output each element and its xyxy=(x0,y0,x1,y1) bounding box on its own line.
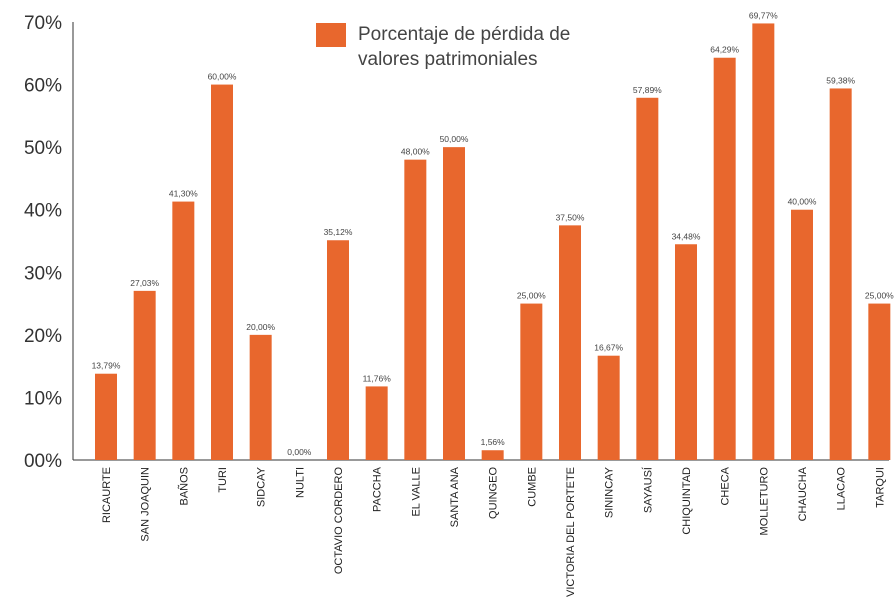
x-tick-label: RICAURTE xyxy=(101,467,113,523)
data-label: 20,00% xyxy=(246,322,275,332)
bar xyxy=(327,240,349,460)
x-tick-label: TARQUI xyxy=(874,467,886,508)
data-label: 69,77% xyxy=(749,10,778,20)
x-tick-label: OCTAVIO CORDERO xyxy=(333,467,345,575)
y-tick-label: 00% xyxy=(24,451,62,472)
bar xyxy=(404,159,427,460)
y-tick-label: 50% xyxy=(24,138,62,159)
data-label: 16,67% xyxy=(594,343,623,353)
bar xyxy=(752,23,775,460)
y-tick-label: 10% xyxy=(24,388,62,409)
legend-label-line-1: Porcentaje de pérdida de xyxy=(358,24,570,45)
y-tick-label: 40% xyxy=(24,201,62,222)
bar xyxy=(172,201,195,460)
bar xyxy=(95,373,117,460)
data-label: 57,89% xyxy=(633,85,662,95)
bar xyxy=(365,386,388,460)
x-tick-label: CHECA xyxy=(720,466,732,505)
bar xyxy=(829,88,852,460)
legend: Porcentaje de pérdida de valores patrimo… xyxy=(316,23,570,70)
data-label: 50,00% xyxy=(440,134,469,144)
data-label: 1,56% xyxy=(481,437,506,447)
bar xyxy=(133,290,156,460)
data-label: 48,00% xyxy=(401,147,430,157)
x-tick-label: VICTORIA DEL PORTETE xyxy=(565,467,577,597)
bar xyxy=(211,84,233,461)
x-tick-label: EL VALLE xyxy=(410,467,422,517)
data-label: 40,00% xyxy=(788,197,817,207)
x-tick-label: SIDCAY xyxy=(256,466,268,507)
data-label: 41,30% xyxy=(169,189,198,199)
x-tick-label: TURI xyxy=(217,467,229,493)
x-tick-label: BAÑOS xyxy=(177,467,190,506)
legend-label-line-2: valores patrimoniales xyxy=(358,49,538,70)
data-label: 59,38% xyxy=(826,75,855,85)
x-tick-label: SAN JOAQUIN xyxy=(140,467,152,542)
legend-swatch xyxy=(316,23,346,47)
bar xyxy=(249,334,272,460)
x-tick-label: CUMBE xyxy=(526,467,538,507)
bar xyxy=(713,57,736,461)
x-tick-label: PACCHA xyxy=(372,466,384,512)
data-label: 60,00% xyxy=(208,72,237,82)
data-label: 27,03% xyxy=(130,278,159,288)
data-label: 25,00% xyxy=(865,291,894,301)
y-tick-label: 30% xyxy=(24,263,62,284)
bar xyxy=(868,303,891,460)
bar xyxy=(636,97,659,461)
bar xyxy=(481,450,504,460)
bar xyxy=(597,355,620,460)
bar xyxy=(791,209,813,460)
x-tick-label: NULTI xyxy=(294,467,306,498)
data-label: 13,79% xyxy=(92,361,121,371)
x-axis-ticks: RICAURTE SAN JOAQUIN BAÑOS TURI SIDCAY NULTI O… xyxy=(101,466,886,597)
x-tick-label: LLACAO xyxy=(836,467,848,511)
y-tick-label: 60% xyxy=(24,76,62,97)
y-axis-ticks: 00% 10% 20% 30% 40% 50% 60% 70% xyxy=(24,13,62,472)
data-labels-group: 13,79% 27,03% 41,30% 60,00% 20,00% 0,00% 35,12… xyxy=(92,10,895,457)
bars-group xyxy=(95,23,891,461)
data-label: 25,00% xyxy=(517,291,546,301)
x-tick-label: SANTA ANA xyxy=(449,466,461,527)
bar xyxy=(559,225,581,460)
x-tick-label: SININCAY xyxy=(604,466,616,518)
data-label: 37,50% xyxy=(556,212,585,222)
x-tick-label: QUINGEO xyxy=(488,467,500,519)
y-tick-label: 70% xyxy=(24,13,62,34)
data-label: 0,00% xyxy=(287,447,312,457)
y-tick-label: 20% xyxy=(24,326,62,347)
x-tick-label: CHIQUINTAD xyxy=(681,467,693,535)
data-label: 11,76% xyxy=(363,373,392,383)
data-label: 35,12% xyxy=(324,227,353,237)
data-label: 64,29% xyxy=(710,45,739,55)
bar xyxy=(520,303,543,460)
bar xyxy=(443,147,465,460)
x-tick-label: CHAUCHA xyxy=(797,466,809,521)
x-tick-label: SAYAUSÍ xyxy=(641,466,654,513)
bar xyxy=(675,244,697,460)
x-tick-label: MOLLETURO xyxy=(758,467,770,536)
data-label: 34,48% xyxy=(672,231,701,241)
